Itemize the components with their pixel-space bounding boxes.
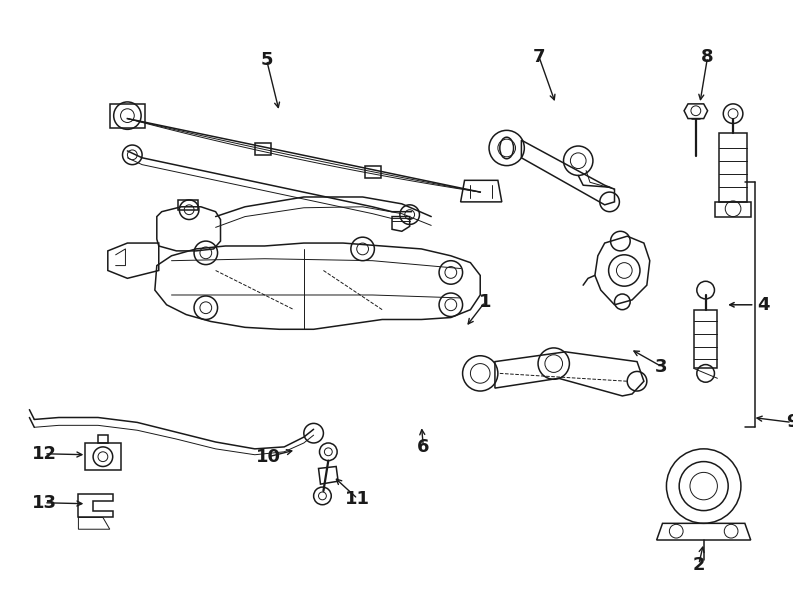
Text: 1: 1 xyxy=(479,293,492,311)
Text: 13: 13 xyxy=(32,494,56,512)
Text: 11: 11 xyxy=(345,490,370,508)
Text: 6: 6 xyxy=(417,438,430,456)
Text: 4: 4 xyxy=(757,296,770,314)
Text: 5: 5 xyxy=(260,51,273,69)
Text: 8: 8 xyxy=(701,48,714,66)
Text: 2: 2 xyxy=(692,555,705,574)
Text: 10: 10 xyxy=(256,448,281,466)
Text: 9: 9 xyxy=(786,413,793,431)
Text: 12: 12 xyxy=(32,445,56,463)
Text: 3: 3 xyxy=(655,358,668,376)
Text: 7: 7 xyxy=(533,48,546,66)
